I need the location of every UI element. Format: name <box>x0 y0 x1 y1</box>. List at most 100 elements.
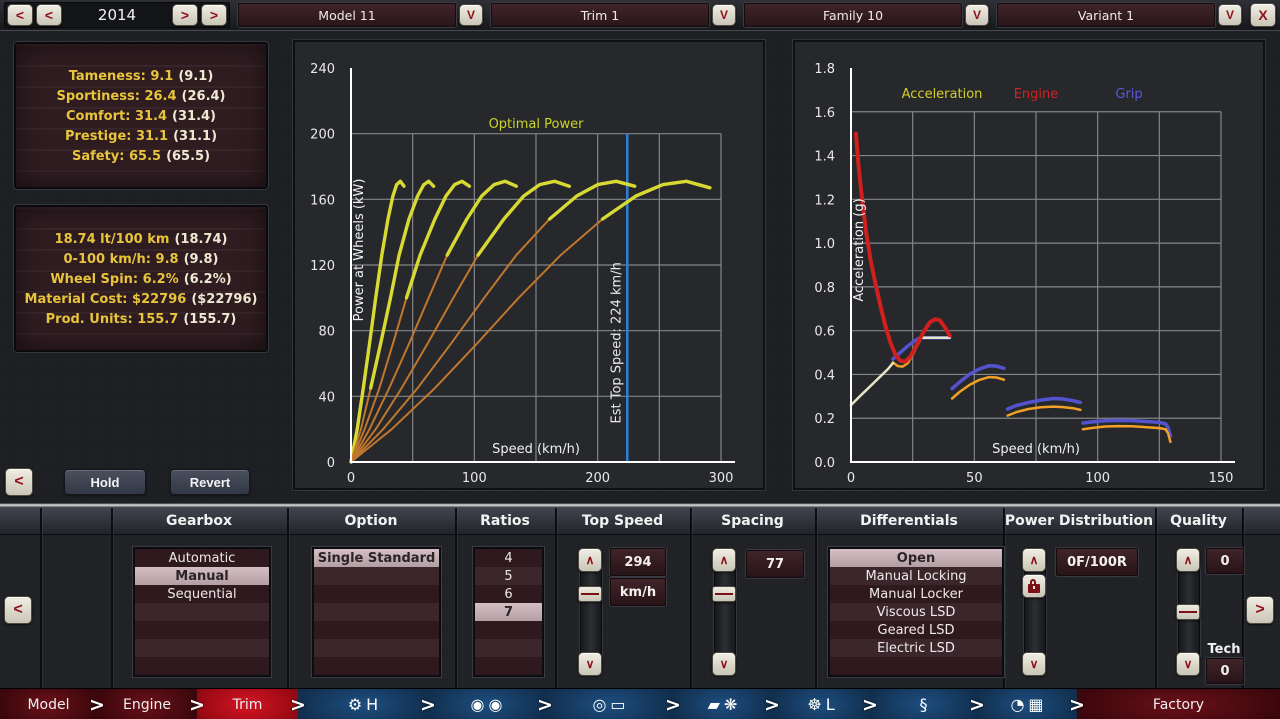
quality-slider-handle[interactable] <box>1176 604 1200 620</box>
differentials-option-open[interactable]: Open <box>830 549 1002 567</box>
stats-panel-economy: 18.74 lt/100 km (18.74) 0-100 km/h: 9.8 (9… <box>14 205 268 352</box>
option-header: Option <box>344 513 398 529</box>
tab-wheels[interactable]: ◉ ◉ <box>428 689 545 719</box>
stat-0-100: 0-100 km/h: 9.8 (9.8) <box>63 252 219 267</box>
svg-text:0.2: 0.2 <box>814 412 835 427</box>
top-speed-slider-handle[interactable] <box>578 586 602 602</box>
tab-engine[interactable]: Engine <box>97 689 197 719</box>
variant-dropdown-button[interactable]: V <box>1218 4 1242 26</box>
differentials-option-geared-lsd[interactable]: Geared LSD <box>830 621 1002 639</box>
revert-button[interactable]: Revert <box>170 469 250 495</box>
svg-text:0.0: 0.0 <box>814 456 835 471</box>
tab-trim[interactable]: Trim <box>197 689 298 719</box>
stat-tameness: Tameness: 9.1 (9.1) <box>68 69 214 84</box>
tab-interior[interactable]: ☸ L <box>772 689 870 719</box>
stat-fuel-economy: 18.74 lt/100 km (18.74) <box>54 232 228 247</box>
back-button[interactable]: < <box>5 468 33 496</box>
power-chart-panel: Est Top Speed: 224 km/h 0 100 200 300 0 40 80 12… <box>293 40 765 490</box>
option-list: Single Standard <box>312 547 441 677</box>
svg-text:Speed (km/h): Speed (km/h) <box>492 442 580 457</box>
acceleration-chart-panel: 0 50 100 150 0.0 0.2 0.4 0.6 0.8 1.0 1.2 1.4 1.6 1.8 S… <box>793 40 1265 490</box>
stat-material-cost: Material Cost: $22796 ($22796) <box>24 292 258 307</box>
svg-text:240: 240 <box>310 62 335 77</box>
top-speed-up-button[interactable]: ∧ <box>578 548 602 572</box>
year-prev-button[interactable]: < <box>36 4 62 26</box>
quality-down-button[interactable]: ∨ <box>1176 652 1200 676</box>
top-speed-slider-track[interactable] <box>580 568 602 656</box>
svg-text:160: 160 <box>310 193 335 208</box>
svg-text:40: 40 <box>318 390 335 405</box>
year-prev-fast-button[interactable]: < <box>7 4 33 26</box>
gearbox-option-automatic[interactable]: Automatic <box>135 549 269 567</box>
quality-up-button[interactable]: ∧ <box>1176 548 1200 572</box>
quality-value: 0 <box>1206 548 1244 574</box>
tab-model[interactable]: Model <box>0 689 97 719</box>
differentials-option-viscous-lsd[interactable]: Viscous LSD <box>830 603 1002 621</box>
tab-suspension[interactable]: § <box>870 689 977 719</box>
power-distribution-down-button[interactable]: ∨ <box>1022 652 1046 676</box>
trim-dropdown-value[interactable]: Trim 1 <box>491 3 709 27</box>
svg-text:300: 300 <box>709 471 734 486</box>
svg-text:Power at Wheels (kW): Power at Wheels (kW) <box>352 179 367 322</box>
gearbox-option-manual[interactable]: Manual <box>135 567 269 585</box>
option-option-empty <box>314 567 439 585</box>
tab-gearbox[interactable]: ⚙ H <box>298 689 428 719</box>
svg-text:Speed (km/h): Speed (km/h) <box>992 442 1080 457</box>
spacing-slider-handle[interactable] <box>712 586 736 602</box>
option-option-single-standard[interactable]: Single Standard <box>314 549 439 567</box>
power-distribution-up-button[interactable]: ∧ <box>1022 548 1046 572</box>
lock-button[interactable] <box>1022 574 1046 598</box>
tab-brakes[interactable]: ◎ ▭ <box>545 689 673 719</box>
gauge-icon: ◔ <box>1010 694 1025 714</box>
model-dropdown-value[interactable]: Model 11 <box>238 3 456 27</box>
spacing-slider-track[interactable] <box>714 568 736 656</box>
svg-text:1.4: 1.4 <box>814 150 835 165</box>
svg-text:0.6: 0.6 <box>814 325 835 340</box>
bottom-forward-button[interactable]: > <box>1246 596 1274 624</box>
family-dropdown-value[interactable]: Family 10 <box>744 3 962 27</box>
differentials-option-empty <box>830 657 1002 675</box>
ratios-option-6[interactable]: 6 <box>475 585 542 603</box>
differentials-option-manual-locker[interactable]: Manual Locker <box>830 585 1002 603</box>
svg-text:Est Top Speed: 224 km/h: Est Top Speed: 224 km/h <box>609 262 624 423</box>
differentials-option-manual-locking[interactable]: Manual Locking <box>830 567 1002 585</box>
top-speed-down-button[interactable]: ∨ <box>578 652 602 676</box>
lock-icon <box>1028 579 1040 593</box>
differentials-option-electric-lsd[interactable]: Electric LSD <box>830 639 1002 657</box>
svg-text:1.6: 1.6 <box>814 106 835 121</box>
model-dropdown-button[interactable]: V <box>459 4 483 26</box>
stat-comfort: Comfort: 31.4 (31.4) <box>66 109 216 124</box>
gearbox-option-sequential[interactable]: Sequential <box>135 585 269 603</box>
ratios-option-7[interactable]: 7 <box>475 603 542 621</box>
tab-testing[interactable]: ◔ ▦ <box>977 689 1077 719</box>
bottom-back-button[interactable]: < <box>4 596 32 624</box>
column-header-bar <box>0 508 1280 535</box>
stat-prod-units: Prod. Units: 155.7 (155.7) <box>45 312 237 327</box>
year-next-button[interactable]: > <box>172 4 198 26</box>
quality-header: Quality <box>1170 513 1227 529</box>
svg-text:0: 0 <box>347 471 355 486</box>
ratios-option-4[interactable]: 4 <box>475 549 542 567</box>
variant-dropdown-value[interactable]: Variant 1 <box>997 3 1215 27</box>
ratios-option-5[interactable]: 5 <box>475 567 542 585</box>
spacing-down-button[interactable]: ∨ <box>712 652 736 676</box>
tab-factory[interactable]: Factory <box>1077 689 1280 719</box>
ratios-option-empty <box>475 621 542 639</box>
spacing-up-button[interactable]: ∧ <box>712 548 736 572</box>
trim-dropdown-button[interactable]: V <box>712 4 736 26</box>
year-next-fast-button[interactable]: > <box>201 4 227 26</box>
tab-aerodynamics[interactable]: ▰ ❋ <box>673 689 772 719</box>
svg-text:1.8: 1.8 <box>814 62 835 77</box>
gearbox-option-empty <box>135 639 269 657</box>
shifter-icon: H <box>366 694 379 714</box>
svg-text:Acceleration (g): Acceleration (g) <box>852 198 867 301</box>
hold-button[interactable]: Hold <box>64 469 146 495</box>
tech-label: Tech <box>1207 642 1241 657</box>
car-icon: ▰ <box>707 694 720 714</box>
close-button[interactable]: X <box>1250 3 1276 27</box>
flag-icon: ▦ <box>1028 694 1044 714</box>
svg-text:100: 100 <box>462 471 487 486</box>
family-dropdown-button[interactable]: V <box>965 4 989 26</box>
